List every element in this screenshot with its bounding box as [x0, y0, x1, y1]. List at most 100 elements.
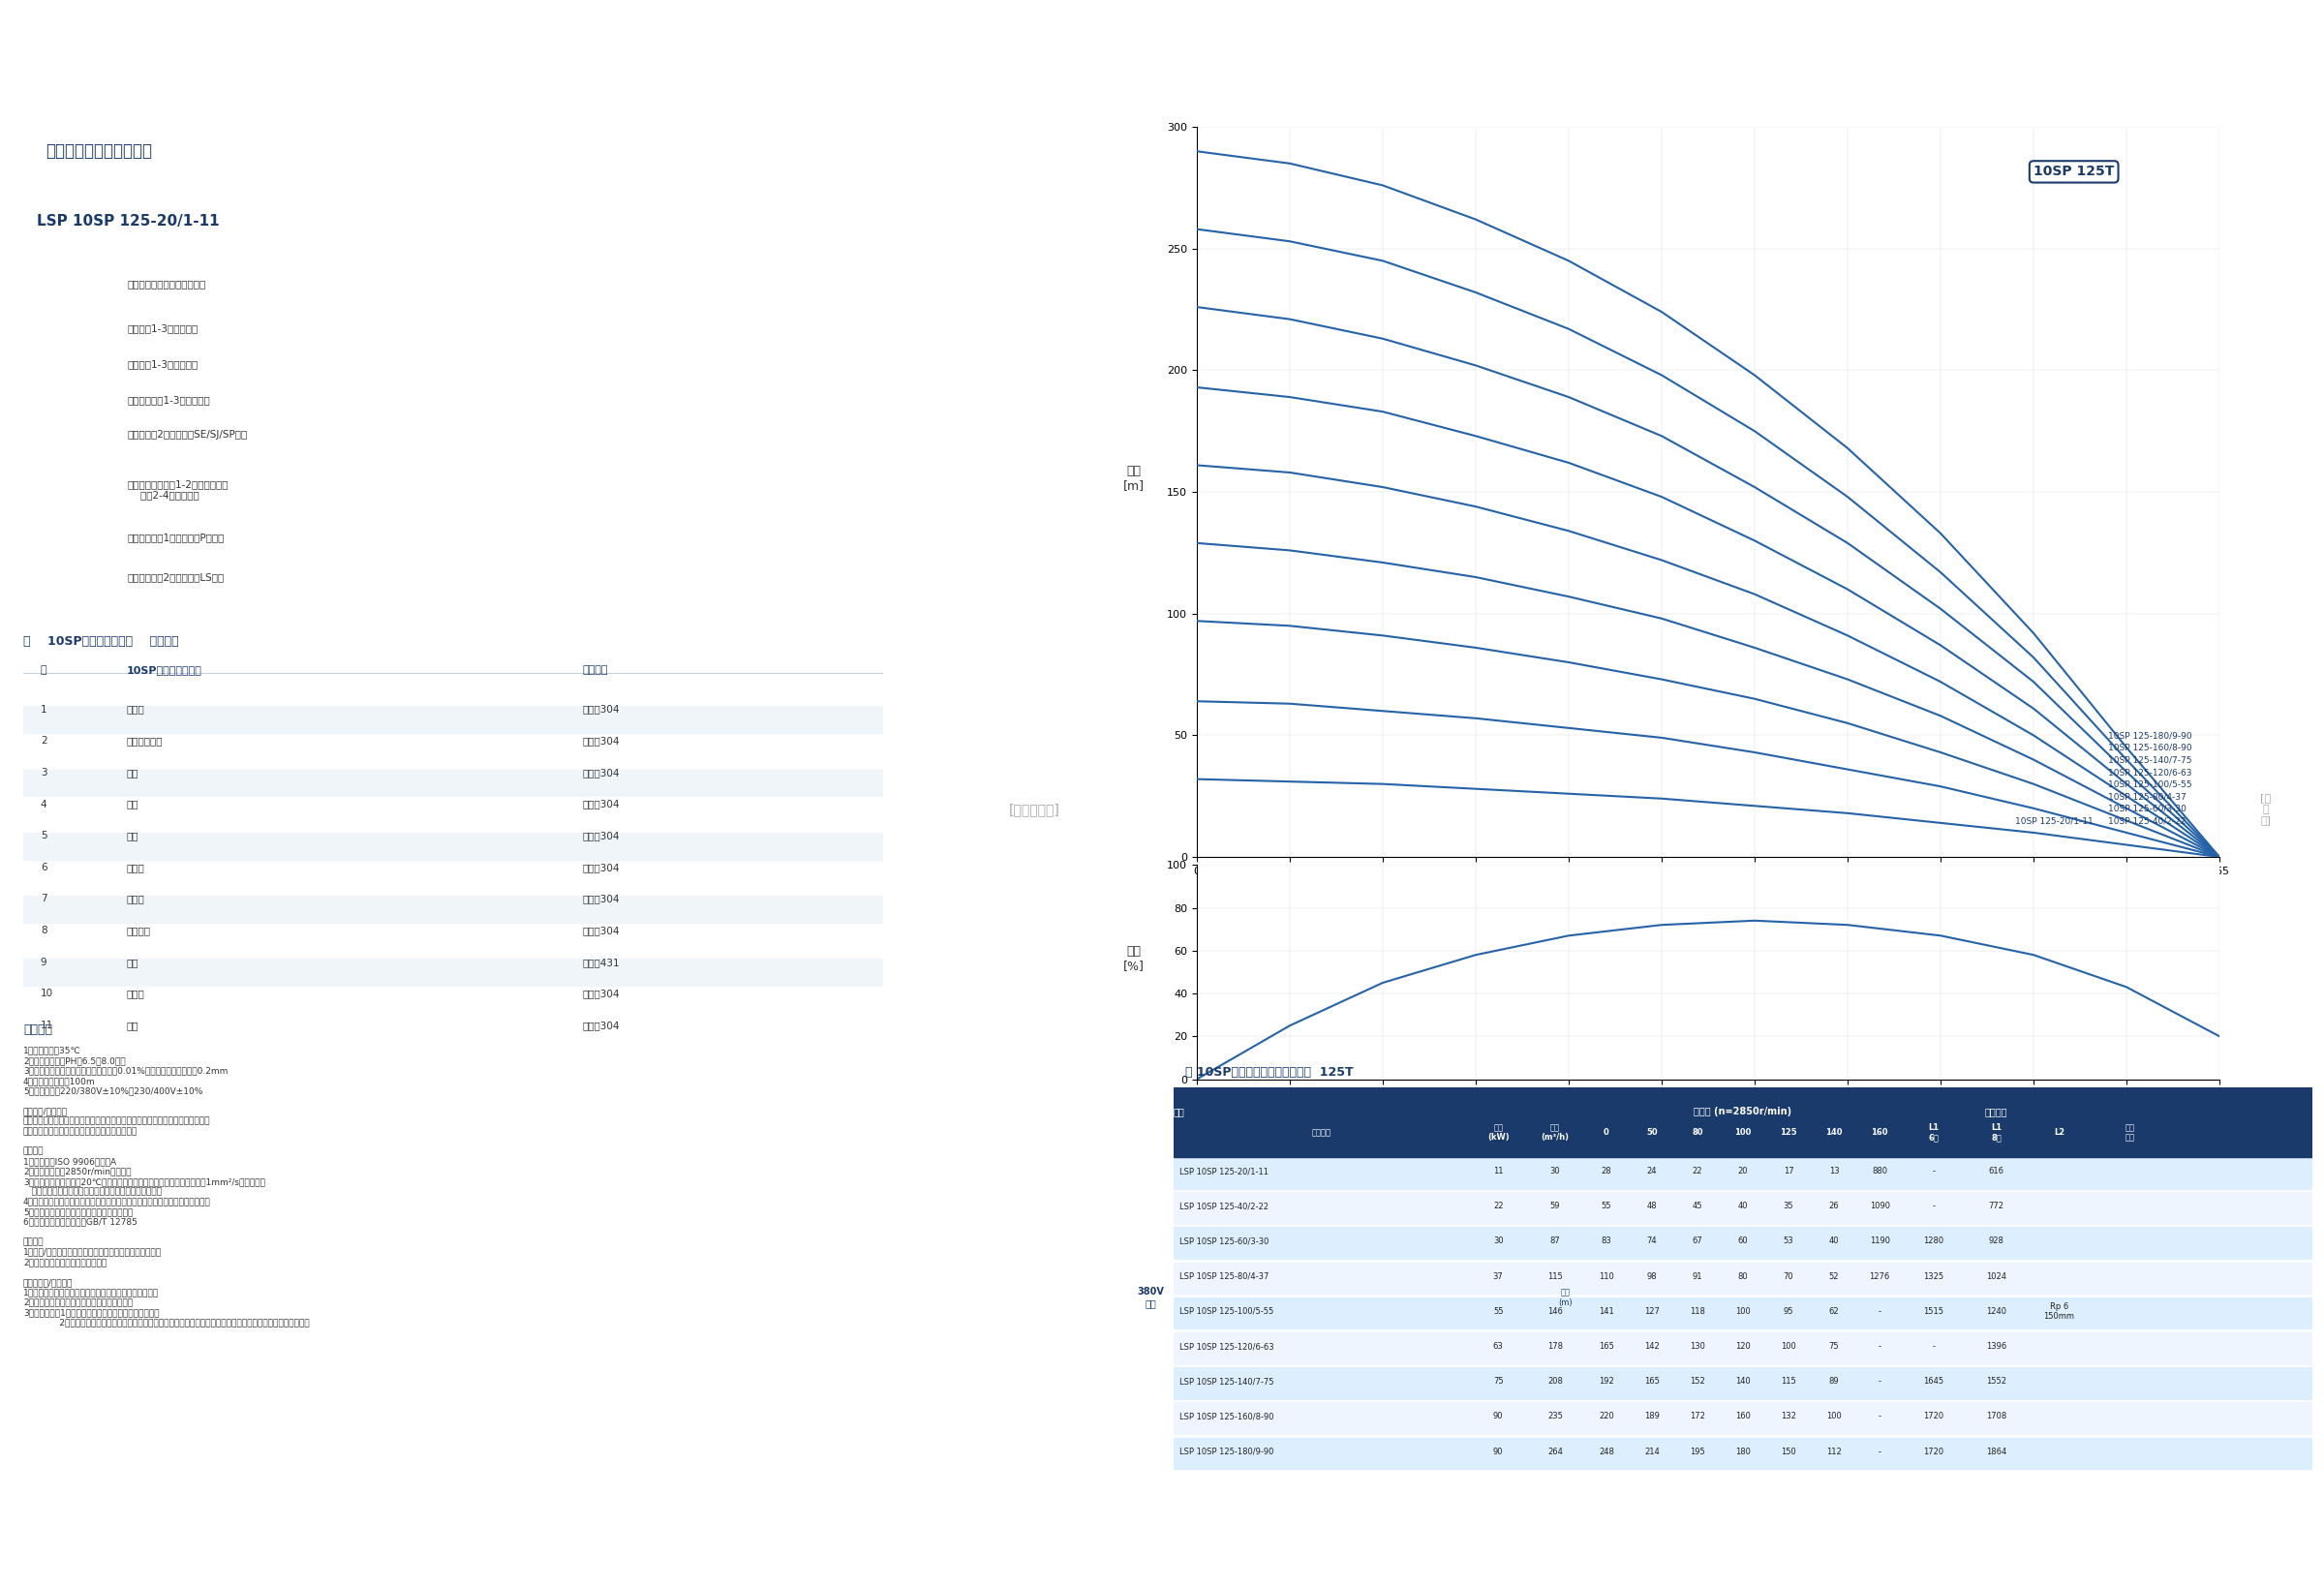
Text: 级数：由1-3位数字表示: 级数：由1-3位数字表示 — [128, 324, 200, 333]
Text: 10SP泵体常用零配件: 10SP泵体常用零配件 — [125, 665, 202, 674]
Text: 0: 0 — [1604, 1128, 1608, 1136]
Text: -: - — [1931, 1343, 1936, 1351]
Text: 1276: 1276 — [1868, 1273, 1889, 1281]
Text: 22: 22 — [1692, 1166, 1703, 1176]
Text: 195: 195 — [1690, 1447, 1706, 1455]
Text: -: - — [1878, 1308, 1880, 1316]
Text: 60: 60 — [1738, 1236, 1748, 1246]
Text: 1325: 1325 — [1924, 1273, 1943, 1281]
Text: 142: 142 — [1645, 1343, 1659, 1351]
Text: 3: 3 — [40, 768, 46, 778]
Text: 流量
(m³/h): 流量 (m³/h) — [1541, 1124, 1569, 1143]
Text: LSP 10SP 125-120/6-63: LSP 10SP 125-120/6-63 — [1178, 1343, 1274, 1351]
Text: 127: 127 — [1643, 1308, 1659, 1316]
Text: 37: 37 — [58, 1546, 84, 1565]
Text: 配件材质: 配件材质 — [583, 665, 609, 674]
Text: LSP 10SP 125-180/9-90: LSP 10SP 125-180/9-90 — [1178, 1447, 1274, 1455]
Text: 59: 59 — [1550, 1201, 1559, 1211]
Text: 74: 74 — [1648, 1236, 1657, 1246]
Text: 67: 67 — [1692, 1236, 1703, 1246]
Text: 1090: 1090 — [1868, 1201, 1889, 1211]
Text: 功率
(kW): 功率 (kW) — [1487, 1124, 1508, 1143]
Text: 380V
三相: 380V 三相 — [1136, 1287, 1164, 1308]
Text: -: - — [1931, 1201, 1936, 1211]
Text: 阀体复位弹簧: 阀体复位弹簧 — [125, 736, 163, 746]
Text: 30: 30 — [1550, 1166, 1559, 1176]
Text: -: - — [1878, 1343, 1880, 1351]
Text: 井用潜水电泵的型号说明: 井用潜水电泵的型号说明 — [46, 143, 151, 159]
X-axis label: 流量[m3/h]: 流量[m3/h] — [1680, 1103, 1736, 1116]
Text: 112: 112 — [1827, 1447, 1841, 1455]
Text: 132: 132 — [1780, 1412, 1796, 1420]
Text: 不锈钢304: 不锈钢304 — [583, 800, 621, 809]
Text: 75: 75 — [1829, 1343, 1838, 1351]
Text: 118: 118 — [1690, 1308, 1706, 1316]
Text: 不锈钢304: 不锈钢304 — [583, 768, 621, 778]
Text: 7: 7 — [40, 893, 46, 905]
Text: 53: 53 — [1783, 1236, 1794, 1246]
Text: 178: 178 — [1548, 1343, 1562, 1351]
Text: 110: 110 — [1599, 1273, 1613, 1281]
Text: 1024: 1024 — [1987, 1273, 2006, 1281]
Text: 130: 130 — [1690, 1343, 1706, 1351]
Bar — [23, 959, 883, 986]
Text: 150: 150 — [1780, 1447, 1796, 1455]
Text: 不锈钢304: 不锈钢304 — [583, 1020, 621, 1030]
Text: -: - — [1878, 1412, 1880, 1420]
Text: LSP 10SP 125-140/7-75: LSP 10SP 125-140/7-75 — [1178, 1378, 1274, 1385]
Text: Rp 6
150mm: Rp 6 150mm — [2043, 1301, 2075, 1320]
X-axis label: 流量[m3/h]: 流量[m3/h] — [1680, 881, 1736, 893]
Text: 100: 100 — [1734, 1128, 1752, 1136]
Bar — [1174, 1368, 2312, 1400]
Text: 90: 90 — [1492, 1447, 1504, 1455]
Text: 180: 180 — [1736, 1447, 1750, 1455]
Text: 100: 100 — [1780, 1343, 1796, 1351]
Text: 运行条件: 运行条件 — [23, 1024, 53, 1036]
Text: 1190: 1190 — [1868, 1236, 1889, 1246]
Text: 10SP 125-40/2-22: 10SP 125-40/2-22 — [2108, 817, 2185, 825]
Text: -: - — [1931, 1166, 1936, 1176]
Text: 140: 140 — [1827, 1128, 1843, 1136]
Text: 10: 10 — [40, 989, 53, 998]
Bar — [23, 706, 883, 733]
Text: 37: 37 — [1492, 1273, 1504, 1281]
Text: 不锈钢304: 不锈钢304 — [583, 989, 621, 998]
Bar — [1174, 1438, 2312, 1470]
Bar — [1174, 1157, 2312, 1189]
Text: 9: 9 — [40, 957, 46, 966]
Text: 165: 165 — [1599, 1343, 1615, 1351]
Text: 1、水温不高于35℃
2、水源的酸碱度PH为6.5～8.0之间
3、水源中固体物含量（重量比）不超过0.01%，最大颗粒直径不大于0.2mm
4、最大入水深度为: 1、水温不高于35℃ 2、水源的酸碱度PH为6.5～8.0之间 3、水源中固体物… — [23, 1046, 309, 1327]
Text: 2: 2 — [40, 736, 46, 746]
Text: LSP 10SP 10寸不锈钢潜水泵: LSP 10SP 10寸不锈钢潜水泵 — [416, 38, 746, 65]
Text: 1: 1 — [40, 705, 46, 714]
Text: 10SP 125-20/1-11: 10SP 125-20/1-11 — [2015, 817, 2094, 825]
Text: 120: 120 — [1736, 1343, 1750, 1351]
Text: 4: 4 — [40, 800, 46, 809]
Text: 1864: 1864 — [1987, 1447, 2006, 1455]
Y-axis label: 效率
[%]: 效率 [%] — [1122, 944, 1143, 971]
Text: 泵轴: 泵轴 — [125, 957, 139, 966]
Text: 90: 90 — [1492, 1412, 1504, 1420]
Text: 公司代号：由2位英文字母LS表示: 公司代号：由2位英文字母LS表示 — [128, 573, 225, 582]
Text: 刮圈: 刮圈 — [125, 832, 139, 841]
Text: 38: 38 — [2240, 1546, 2266, 1565]
Text: 不锈钢304: 不锈钢304 — [583, 893, 621, 905]
Text: 55: 55 — [1601, 1201, 1611, 1211]
Text: 扬程：由1-3位数字表示: 扬程：由1-3位数字表示 — [128, 359, 200, 370]
Text: 8: 8 — [40, 925, 46, 935]
Text: 不锈钢304: 不锈钢304 — [583, 705, 621, 714]
Text: 电缆护板: 电缆护板 — [125, 925, 151, 935]
Text: 48: 48 — [1648, 1201, 1657, 1211]
Text: 40: 40 — [1738, 1201, 1748, 1211]
Text: 63: 63 — [1492, 1343, 1504, 1351]
Bar — [1174, 1070, 2312, 1157]
Text: 🔷 10SP系列深井潜水泵性能参数  125T: 🔷 10SP系列深井潜水泵性能参数 125T — [1185, 1066, 1353, 1079]
Text: LSP 10SP 125-20/1-11: LSP 10SP 125-20/1-11 — [37, 214, 221, 229]
Text: 55: 55 — [1492, 1308, 1504, 1316]
Text: -: - — [1878, 1378, 1880, 1385]
Text: 10SP 125-180/9-90: 10SP 125-180/9-90 — [2108, 732, 2192, 740]
Text: 导叶: 导叶 — [125, 768, 139, 778]
Text: 100: 100 — [1736, 1308, 1750, 1316]
Text: L1
8寸: L1 8寸 — [1992, 1124, 2001, 1143]
Text: 146: 146 — [1548, 1308, 1562, 1316]
